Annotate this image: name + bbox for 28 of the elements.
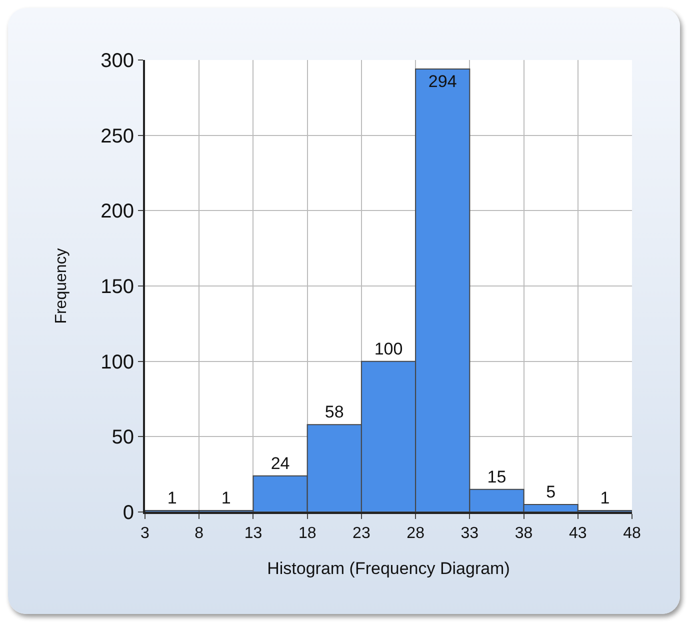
x-tick-label: 33 [460, 525, 479, 542]
y-axis-title: Frequency [53, 248, 70, 324]
data-label: 1 [600, 488, 610, 508]
y-tick-label: 50 [112, 426, 134, 449]
x-tick-label: 43 [568, 525, 587, 542]
x-tick-label: 23 [352, 525, 370, 542]
data-label: 1 [167, 488, 177, 508]
y-tick-label: 100 [100, 351, 134, 374]
data-label: 1 [221, 488, 231, 508]
x-axis-title: Histogram (Frequency Diagram) [267, 559, 510, 578]
data-label: 294 [428, 72, 457, 92]
data-label: 15 [487, 467, 506, 486]
x-tick-label: 18 [298, 525, 316, 542]
data-label: 5 [546, 482, 556, 502]
data-label: 58 [324, 402, 344, 422]
y-tick-label: 200 [100, 200, 134, 223]
data-label: 24 [270, 454, 290, 473]
y-tick-label: 0 [122, 502, 134, 524]
data-label: 100 [374, 339, 403, 358]
x-tick-label: 13 [244, 525, 262, 542]
y-tick-label: 250 [100, 125, 134, 148]
y-tick-label: 300 [100, 50, 134, 72]
x-tick-label: 8 [194, 525, 204, 542]
x-tick-label: 28 [406, 525, 425, 542]
x-tick-label: 38 [514, 525, 533, 542]
x-tick-label: 3 [140, 525, 150, 542]
x-tick-label: 48 [623, 525, 641, 542]
y-tick-label: 150 [100, 276, 134, 298]
